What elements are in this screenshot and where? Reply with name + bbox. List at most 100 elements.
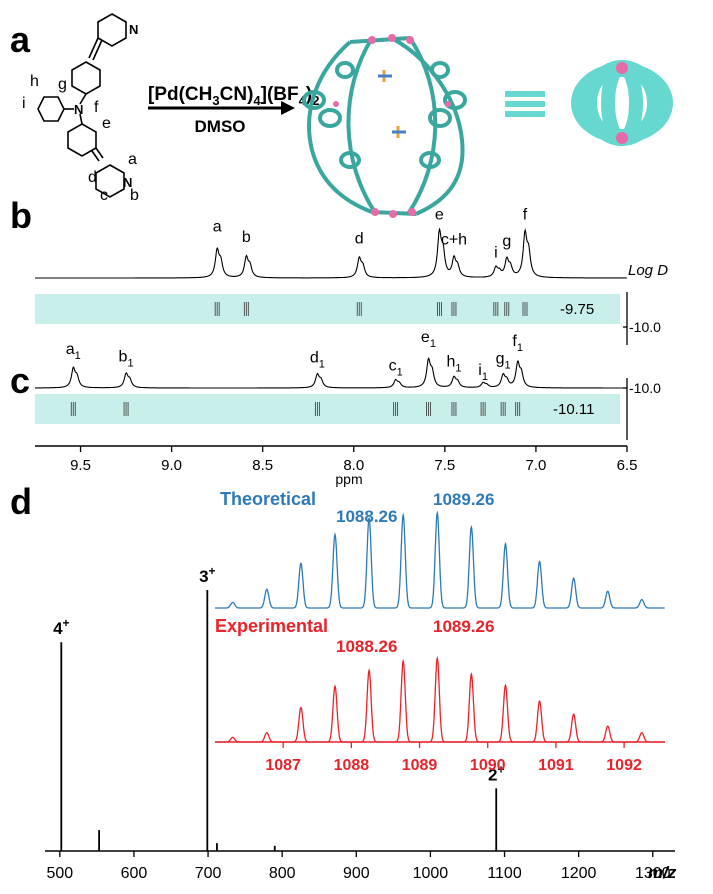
log-d-axis-b-tick: -10.0	[629, 319, 661, 335]
ms-x-tick-label: 1000	[413, 865, 449, 882]
ligand-n-center: N	[74, 102, 83, 117]
dosy-cage-signals	[70, 402, 521, 416]
equivalence-symbol	[505, 91, 545, 117]
cage-cartoon	[571, 60, 673, 146]
solvent-text: DMSO	[195, 117, 246, 136]
isotope-trace	[215, 510, 665, 609]
nmr-peak-label: a1	[66, 341, 81, 362]
nmr-peak-label: i	[494, 245, 498, 262]
nmr-peak-label: f1	[512, 333, 523, 354]
phenyl-bottom-ring	[67, 123, 97, 157]
isotope-x-tick-label: 1092	[606, 757, 642, 774]
panel-label-d: d	[10, 481, 32, 522]
ms-x-ticks: 500 600 700 800 900 1000 1100 1200 1300	[46, 851, 671, 882]
theoretical-isotope-pattern	[215, 510, 665, 609]
nmr-ligand-spectrum: a b d e c+h igf	[35, 207, 627, 279]
nmr-x-tick-label: 9.0	[161, 457, 182, 474]
ms-charge-label: 4+	[53, 616, 69, 638]
ms-x-tick-label: 500	[46, 865, 73, 882]
log-d-cage-value: -10.11	[553, 401, 594, 418]
cage-cartoon-pd-bottom	[616, 132, 628, 144]
phenyl-left-ring	[37, 96, 65, 122]
nmr-x-tick-label: 7.5	[434, 457, 455, 474]
ms-charge-label: 3+	[199, 564, 215, 586]
ligand-label-h: h	[30, 73, 39, 90]
ligand-n-top: N	[129, 22, 138, 37]
ms-x-tick-label: 1300	[635, 865, 671, 882]
isotope-x-tick-label: 1089	[402, 757, 438, 774]
nmr-peak-label: e	[435, 207, 444, 224]
reagent-text: [Pd(CH3CN)4](BF4)2	[148, 84, 319, 108]
nmr-peak-label: g1	[496, 351, 511, 372]
isotope-x-tick-label: 1087	[265, 757, 301, 774]
bf4-anion-bottom	[392, 126, 406, 138]
log-d-axis-c-tick: -10.0	[629, 380, 661, 396]
nmr-peak-label: c+h	[441, 232, 467, 249]
bf4-anion-top	[378, 70, 392, 82]
experimental-isotope-pattern	[215, 655, 665, 743]
nmr-peak-label: b	[242, 229, 251, 246]
nmr-x-tick-label: 8.5	[252, 457, 273, 474]
nmr-x-tick-label: 6.5	[617, 457, 638, 474]
isotope-trace	[215, 655, 665, 743]
ms-x-tick-label: 900	[343, 865, 370, 882]
ligand-label-e: e	[102, 115, 111, 132]
nmr-peak-label: a	[213, 219, 222, 236]
log-d-axis-label: Log D	[628, 262, 668, 279]
nmr-x-tick-label: 8.0	[343, 457, 364, 474]
cage-structure	[302, 36, 467, 216]
nmr-trace	[35, 357, 627, 389]
dosy-band-ligand	[35, 294, 620, 324]
theoretical-label: Theoretical	[220, 489, 316, 509]
nmr-peak-label: b1	[119, 349, 134, 370]
ligand-label-f: f	[94, 99, 99, 116]
pyridine-bottom-ring	[95, 164, 125, 198]
nmr-x-axis-label: ppm	[335, 471, 362, 487]
nmr-peak-label: g	[502, 233, 511, 250]
phenyl-top-ring	[71, 61, 101, 95]
ms-x-tick-label: 800	[269, 865, 296, 882]
ligand-label-d: d	[88, 169, 97, 186]
isotope-x-tick-label: 1088	[334, 757, 370, 774]
nmr-x-ticks: 9.5 9.0 8.5 8.0 7.5 7.0 6.5	[70, 446, 637, 474]
cage-cartoon-pd-top	[616, 62, 628, 74]
dosy-ligand-signals	[214, 302, 528, 316]
nmr-trace	[35, 227, 627, 279]
ligand-structure	[37, 13, 127, 198]
dosy-band-cage	[35, 394, 620, 424]
panel-label-b: b	[10, 195, 32, 236]
nmr-peak-label: h1	[446, 354, 461, 375]
ligand-label-a: a	[128, 151, 137, 168]
nmr-peak-label: c1	[389, 358, 403, 379]
theoretical-annotation-2: 1089.26	[433, 490, 494, 509]
experimental-annotation-1: 1088.26	[336, 637, 397, 656]
cage-pd-atoms	[333, 34, 451, 218]
ms-x-axis-label: m/z	[648, 863, 677, 882]
ms-x-tick-label: 700	[195, 865, 222, 882]
nmr-x-tick-label: 7.0	[525, 457, 546, 474]
ms-x-tick-label: 1100	[487, 865, 522, 882]
nmr-peak-label: d	[355, 230, 364, 247]
panel-label-a: a	[10, 19, 31, 60]
ligand-label-g: g	[58, 76, 67, 93]
nmr-peak-label: i1	[478, 362, 488, 383]
nmr-x-tick-label: 9.5	[70, 457, 91, 474]
ms-x-tick-label: 600	[121, 865, 148, 882]
ms-x-tick-label: 1200	[561, 865, 597, 882]
log-d-ligand-value: -9.75	[560, 301, 594, 318]
isotope-x-ticks: 1087 1088 1089 1090 1091 1092	[265, 742, 642, 774]
isotope-x-tick-label: 1090	[470, 757, 506, 774]
isotope-x-tick-label: 1091	[538, 757, 574, 774]
nmr-peak-label: f	[523, 207, 528, 224]
experimental-label: Experimental	[215, 616, 328, 636]
reaction-arrowhead	[281, 101, 295, 115]
mass-spectrum: 4+3+2+	[53, 564, 504, 851]
panel-label-c: c	[10, 360, 30, 401]
theoretical-annotation-1: 1088.26	[336, 507, 397, 526]
ligand-label-b: b	[130, 187, 139, 204]
ligand-label-i: i	[22, 95, 26, 112]
ligand-n-bottom: N	[123, 175, 132, 190]
nmr-peak-label: d1	[310, 350, 325, 371]
